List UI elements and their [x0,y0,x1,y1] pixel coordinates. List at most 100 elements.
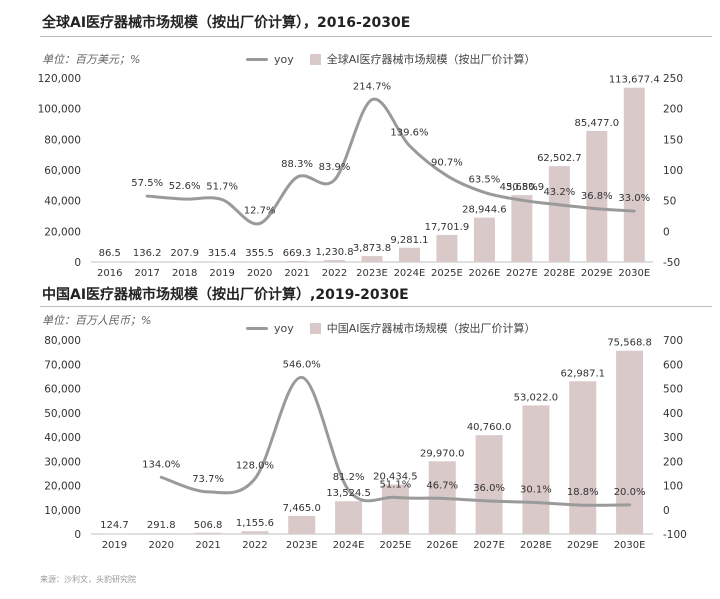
bar-value-label: 315.4 [208,248,237,259]
y2-tick-label: 100 [663,481,683,493]
x-tick-label: 2029E [567,540,599,551]
y2-tick-label: 600 [663,359,683,371]
yoy-value-label: 36.8% [581,191,613,202]
x-tick-label: 2030E [618,268,650,279]
yoy-value-label: 43.2% [543,187,575,198]
bar [569,381,597,534]
yoy-value-label: 139.6% [390,128,428,139]
china-unit-label: 单位：百万人民币；% [42,314,152,327]
y2-tick-label: 200 [663,104,683,116]
yoy-value-label: 46.7% [426,480,458,491]
y-tick-label: 40,000 [44,432,81,444]
y-tick-label: 80,000 [44,134,81,146]
bar-value-label: 13,524.5 [326,488,371,499]
yoy-value-label: 90.7% [431,158,463,169]
yoy-value-label: 88.3% [281,159,313,170]
y-tick-label: 40,000 [44,196,81,208]
y2-tick-label: 400 [663,408,683,420]
y-tick-label: 20,000 [44,481,81,493]
global-chart-title: 全球AI医疗器械市场规模（按出厂价计算），2016-2030E [42,15,411,31]
yoy-value-label: 33.0% [618,193,650,204]
bar-value-label: 86.5 [99,248,121,259]
y-tick-label: 100,000 [38,104,81,116]
x-tick-label: 2028E [543,268,575,279]
bar [381,484,409,534]
x-tick-label: 2021 [284,268,309,279]
x-tick-label: 2024E [394,268,426,279]
yoy-value-label: 50.8% [506,182,538,193]
bar-value-label: 113,677.4 [609,75,660,86]
yoy-value-label: 20.0% [614,487,646,498]
y-tick-label: 0 [74,257,81,269]
bar-value-label: 29,970.0 [420,448,465,459]
y2-tick-label: 700 [663,335,683,347]
bar [548,166,570,262]
yoy-line [145,97,636,226]
bar-value-label: 3,873.8 [353,243,391,254]
y-tick-label: 80,000 [44,335,81,347]
bar-value-label: 20,434.5 [373,471,418,482]
bar [174,261,196,263]
y2-tick-label: 150 [663,134,683,146]
x-tick-label: 2022 [242,540,267,551]
bar-value-label: 53,022.0 [514,392,559,403]
bar [288,515,316,534]
china-legend: yoy 中国AI医疗器械市场规模（按出厂价计算） [246,320,536,336]
bar-value-label: 291.8 [147,520,176,531]
yoy-value-label: 57.5% [131,178,163,189]
y-tick-label: 0 [74,529,81,541]
bar-value-label: 124.7 [100,520,129,531]
bar-value-label: 43,650.9 [500,182,545,193]
china-chart-title: 中国AI医疗器械市场规模（按出厂价计算）,2019-2030E [42,287,409,303]
y2-tick-label: 300 [663,432,683,444]
china-title-rule [40,306,712,307]
y2-tick-label: 50 [663,196,676,208]
legend-yoy-swatch [246,57,268,61]
bar [100,533,128,535]
yoy-value-label: 134.0% [142,459,180,470]
legend-yoy-label: yoy [274,321,294,335]
yoy-value-label: 128.0% [236,461,274,472]
bar [335,501,363,534]
bar [194,532,222,534]
x-tick-label: 2022 [322,268,347,279]
y-tick-label: 70,000 [44,359,81,371]
bar [324,260,346,262]
bar-value-label: 1,155.6 [236,518,274,529]
x-tick-label: 2020 [247,268,272,279]
global-legend: yoy 全球AI医疗器械市场规模（按出厂价计算） [246,51,536,67]
yoy-value-label: 30.1% [520,484,552,495]
x-tick-label: 2023E [356,268,388,279]
yoy-value-label: 546.0% [283,359,321,370]
x-tick-label: 2021 [195,540,220,551]
legend-bar-label: 全球AI医疗器械市场规模（按出厂价计算） [326,53,536,66]
bar [249,261,271,262]
bar-value-label: 207.9 [170,248,199,259]
bar-value-label: 62,502.7 [537,153,582,164]
yoy-value-label: 51.1% [380,479,412,490]
y-tick-label: 60,000 [44,165,81,177]
bar-value-label: 7,465.0 [283,503,321,514]
bar [286,260,308,262]
y-tick-label: 30,000 [44,456,81,468]
y-tick-label: 120,000 [38,73,81,85]
x-tick-label: 2016 [97,268,122,279]
y2-tick-label: 100 [663,165,683,177]
x-tick-label: 2030E [614,540,646,551]
legend-yoy-label: yoy [274,52,294,66]
bar-value-label: 355.5 [245,248,274,259]
bar-value-label: 85,477.0 [575,118,620,129]
global-market-chart: 0 20,000 40,000 60,000 80,000 100,000 120,000 -… [38,73,683,279]
y2-tick-label: 0 [663,505,670,517]
x-tick-label: 2018 [172,268,197,279]
bar-value-label: 75,568.8 [607,338,652,349]
y2-tick-label: 200 [663,456,683,468]
yoy-value-label: 214.7% [353,82,391,93]
bar-value-label: 28,944.6 [462,205,507,216]
bar-value-label: 669.3 [283,248,312,259]
x-tick-label: 2019 [209,268,234,279]
y2-tick-label: 0 [663,226,670,238]
bar [473,217,495,262]
y2-tick-label: -100 [663,529,687,541]
